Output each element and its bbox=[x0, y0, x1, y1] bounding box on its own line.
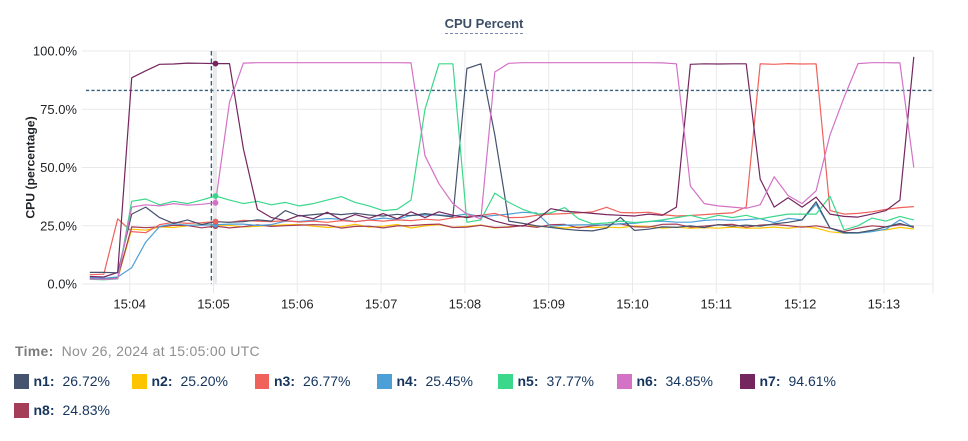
svg-text:100.0%: 100.0% bbox=[33, 44, 78, 59]
svg-text:50.0%: 50.0% bbox=[40, 160, 77, 175]
svg-text:15:05: 15:05 bbox=[197, 297, 230, 312]
svg-text:25.0%: 25.0% bbox=[40, 218, 77, 233]
svg-text:15:09: 15:09 bbox=[532, 297, 565, 312]
svg-text:15:12: 15:12 bbox=[784, 297, 817, 312]
svg-text:CPU (percentage): CPU (percentage) bbox=[24, 116, 38, 218]
svg-text:15:13: 15:13 bbox=[868, 297, 901, 312]
svg-text:15:11: 15:11 bbox=[701, 297, 733, 312]
svg-text:15:07: 15:07 bbox=[365, 297, 398, 312]
svg-text:15:10: 15:10 bbox=[616, 297, 649, 312]
svg-text:15:04: 15:04 bbox=[113, 297, 146, 312]
svg-text:0.0%: 0.0% bbox=[47, 277, 77, 292]
svg-text:15:06: 15:06 bbox=[281, 297, 314, 312]
svg-text:15:08: 15:08 bbox=[449, 297, 482, 312]
svg-text:75.0%: 75.0% bbox=[40, 102, 77, 117]
